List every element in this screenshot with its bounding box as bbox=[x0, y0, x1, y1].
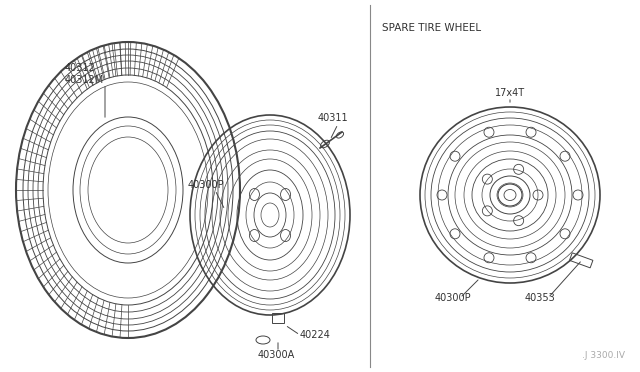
Text: 40312: 40312 bbox=[65, 63, 96, 73]
Text: 40224: 40224 bbox=[300, 330, 331, 340]
Text: 40312M: 40312M bbox=[65, 75, 104, 85]
Text: .J 3300.IV: .J 3300.IV bbox=[582, 350, 625, 359]
Text: 40300P: 40300P bbox=[188, 180, 225, 190]
Text: 40311: 40311 bbox=[318, 113, 349, 123]
Text: 17x4T: 17x4T bbox=[495, 88, 525, 98]
Text: 40353: 40353 bbox=[525, 293, 556, 303]
Text: 40300A: 40300A bbox=[258, 350, 295, 360]
Bar bbox=[570, 253, 593, 268]
Text: SPARE TIRE WHEEL: SPARE TIRE WHEEL bbox=[382, 23, 481, 33]
Text: 40300P: 40300P bbox=[435, 293, 472, 303]
